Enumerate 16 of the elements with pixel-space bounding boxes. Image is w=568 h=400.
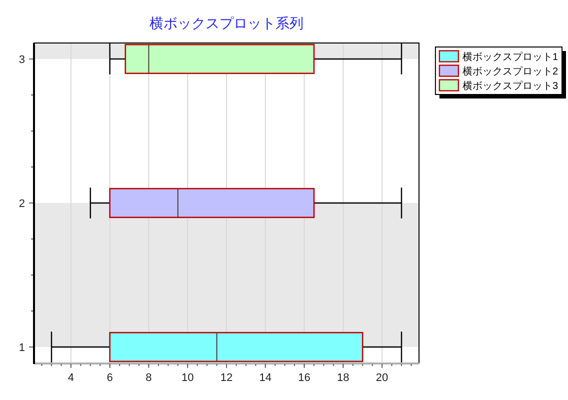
x-tick-label: 14 bbox=[259, 372, 272, 384]
x-tick-label: 12 bbox=[220, 372, 233, 384]
x-tick-label: 20 bbox=[376, 372, 388, 384]
legend-label: 横ボックスプロット2 bbox=[462, 65, 558, 78]
x-tick-label: 6 bbox=[106, 372, 113, 384]
y-tick-label: 1 bbox=[18, 342, 25, 354]
legend-label: 横ボックスプロット3 bbox=[462, 80, 558, 92]
legend-label: 横ボックスプロット1 bbox=[462, 50, 558, 63]
x-tick-label: 10 bbox=[181, 372, 194, 384]
y-tick-label: 2 bbox=[18, 198, 25, 210]
x-tick-label: 4 bbox=[68, 372, 74, 384]
x-tick-label: 16 bbox=[298, 372, 310, 384]
y-tick-label: 3 bbox=[18, 54, 25, 66]
x-tick-label: 18 bbox=[337, 372, 350, 384]
x-tick-label: 8 bbox=[146, 372, 152, 384]
chart-title: 横ボックスプロット系列 bbox=[150, 15, 304, 31]
